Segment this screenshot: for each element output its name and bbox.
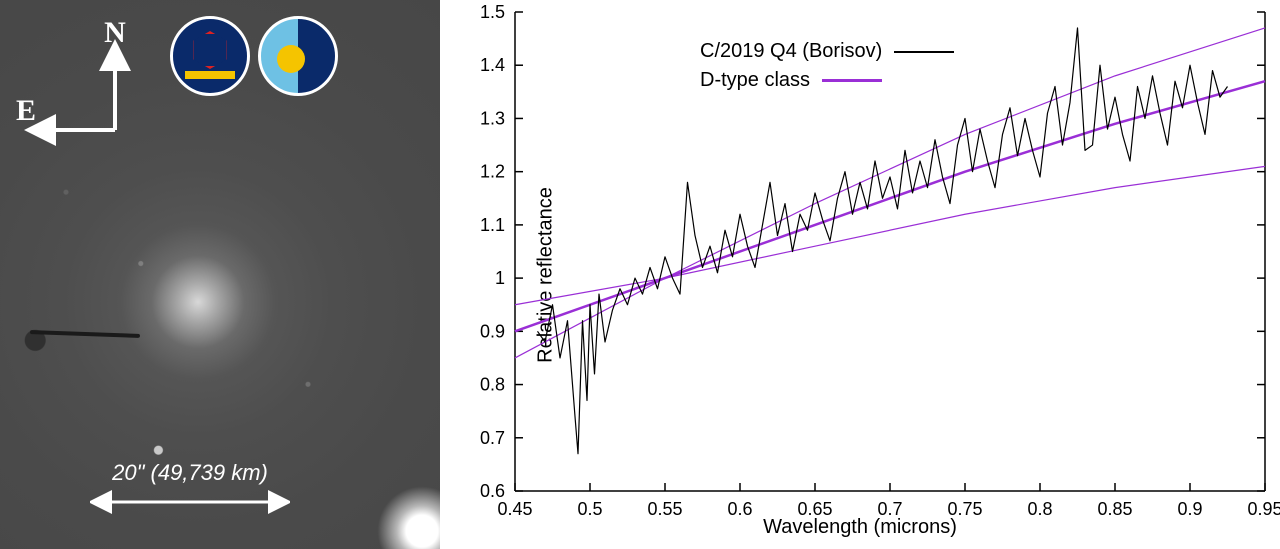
telescope-logos — [170, 16, 338, 96]
scale-bar: 20" (49,739 km) — [90, 460, 290, 519]
scale-bar-label: 20" (49,739 km) — [90, 460, 290, 486]
compass-rose: N E — [20, 20, 160, 155]
svg-text:0.8: 0.8 — [1027, 499, 1052, 519]
svg-text:0.7: 0.7 — [877, 499, 902, 519]
spectrum-chart-panel: Relative reflectance Wavelength (microns… — [440, 0, 1280, 549]
svg-text:0.65: 0.65 — [797, 499, 832, 519]
svg-text:1.2: 1.2 — [480, 162, 505, 182]
svg-text:1.1: 1.1 — [480, 215, 505, 235]
svg-text:0.7: 0.7 — [480, 428, 505, 448]
svg-text:0.95: 0.95 — [1247, 499, 1280, 519]
svg-text:1.3: 1.3 — [480, 108, 505, 128]
svg-text:1: 1 — [495, 268, 505, 288]
svg-text:0.6: 0.6 — [480, 481, 505, 501]
svg-text:1.5: 1.5 — [480, 2, 505, 22]
svg-text:0.5: 0.5 — [577, 499, 602, 519]
spectrum-plot-svg: 0.6 0.7 0.8 0.9 1 1.1 1.2 1.3 1.4 1.5 0.45 0.5 0.55 0… — [440, 0, 1280, 549]
svg-text:0.85: 0.85 — [1097, 499, 1132, 519]
svg-text:1.4: 1.4 — [480, 55, 505, 75]
svg-text:0.9: 0.9 — [1177, 499, 1202, 519]
compass-north-label: N — [104, 16, 126, 49]
svg-text:0.8: 0.8 — [480, 375, 505, 395]
astronomy-image-panel: N E 20" (49,739 km) — [0, 0, 440, 549]
svg-text:0.6: 0.6 — [727, 499, 752, 519]
gtc-logo-icon — [170, 16, 250, 96]
compass-east-label: E — [16, 94, 36, 127]
svg-text:0.9: 0.9 — [480, 321, 505, 341]
scale-bar-arrow-icon — [90, 490, 290, 514]
svg-text:0.45: 0.45 — [497, 499, 532, 519]
svg-text:0.55: 0.55 — [647, 499, 682, 519]
iac-logo-icon — [258, 16, 338, 96]
svg-text:0.75: 0.75 — [947, 499, 982, 519]
bright-star-glow — [377, 486, 440, 549]
